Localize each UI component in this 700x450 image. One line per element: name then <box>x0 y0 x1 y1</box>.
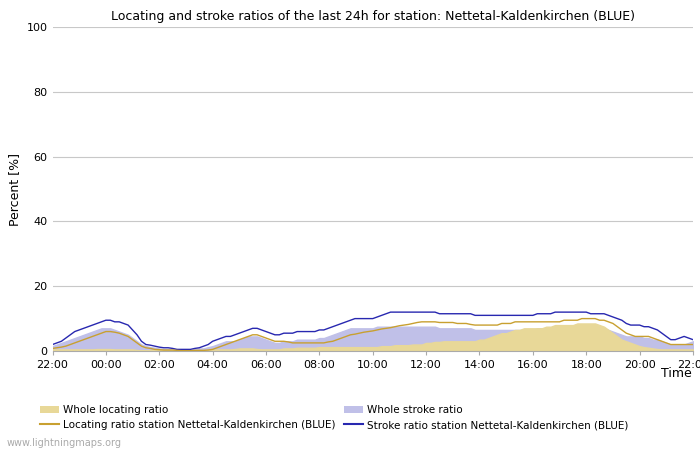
Text: www.lightningmaps.org: www.lightningmaps.org <box>7 438 122 448</box>
Title: Locating and stroke ratios of the last 24h for station: Nettetal-Kaldenkirchen (: Locating and stroke ratios of the last 2… <box>111 10 635 23</box>
Text: Time: Time <box>661 367 692 380</box>
Y-axis label: Percent [%]: Percent [%] <box>8 153 21 225</box>
Legend: Whole locating ratio, Locating ratio station Nettetal-Kaldenkirchen (BLUE), Whol: Whole locating ratio, Locating ratio sta… <box>41 405 629 430</box>
